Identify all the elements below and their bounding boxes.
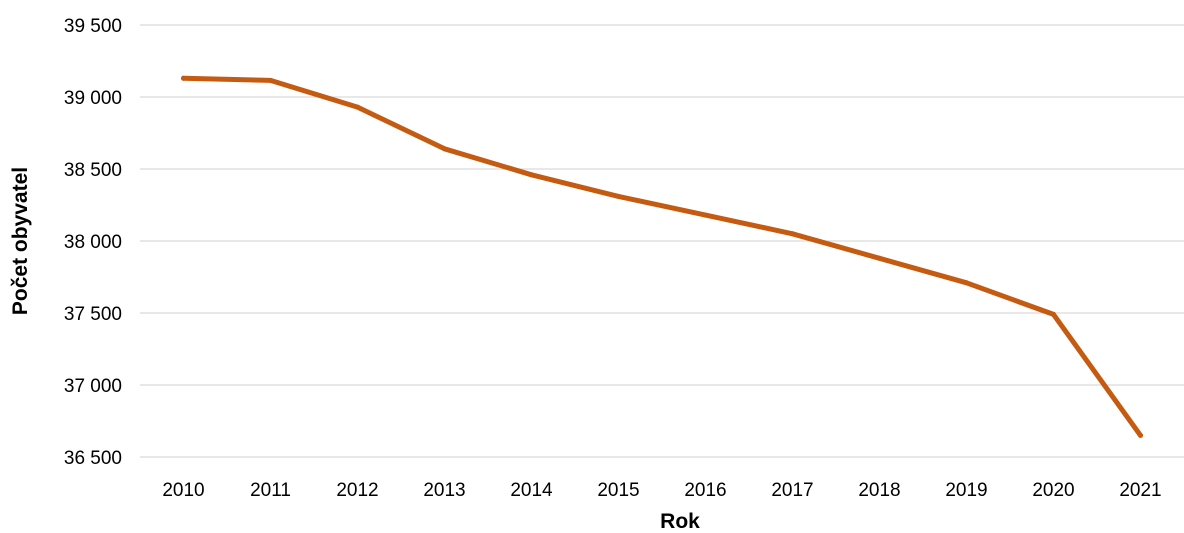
data-point bbox=[181, 75, 186, 81]
y-tick-label: 38 000 bbox=[64, 232, 122, 253]
data-point bbox=[790, 231, 795, 237]
data-point bbox=[616, 193, 621, 199]
x-tick-label: 2014 bbox=[510, 480, 553, 501]
series-line bbox=[181, 75, 1143, 438]
x-axis-tick-labels: 2010 2011 2012 2013 2014 2015 2016 2017 2018 2019… bbox=[162, 480, 1161, 501]
series-group bbox=[181, 75, 1143, 438]
y-tick-label: 39 000 bbox=[64, 88, 122, 109]
x-tick-label: 2015 bbox=[597, 480, 639, 501]
gridlines bbox=[140, 24, 1184, 458]
x-tick-label: 2013 bbox=[423, 480, 465, 501]
data-point bbox=[1138, 432, 1143, 438]
x-tick-label: 2010 bbox=[162, 480, 204, 501]
y-tick-label: 37 500 bbox=[64, 304, 122, 325]
y-tick-label: 39 500 bbox=[64, 16, 122, 37]
data-point bbox=[1051, 311, 1056, 317]
data-point bbox=[442, 146, 447, 152]
data-point bbox=[703, 212, 708, 218]
data-point bbox=[964, 280, 969, 286]
x-tick-label: 2011 bbox=[250, 480, 291, 501]
data-point bbox=[877, 255, 882, 261]
y-axis-tick-labels: 36 500 37 000 37 500 38 000 38 500 39 000 39 5… bbox=[64, 16, 122, 469]
y-tick-label: 38 500 bbox=[64, 160, 122, 181]
data-point bbox=[355, 104, 360, 110]
x-tick-label: 2021 bbox=[1119, 480, 1161, 501]
x-tick-label: 2019 bbox=[945, 480, 987, 501]
data-point bbox=[529, 172, 534, 178]
y-tick-label: 37 000 bbox=[64, 376, 122, 397]
x-tick-label: 2016 bbox=[684, 480, 726, 501]
x-tick-label: 2018 bbox=[858, 480, 900, 501]
x-tick-label: 2020 bbox=[1032, 480, 1074, 501]
x-axis-title: Rok bbox=[660, 510, 700, 533]
x-tick-label: 2012 bbox=[336, 480, 378, 501]
y-tick-label: 36 500 bbox=[64, 448, 122, 469]
x-tick-label: 2017 bbox=[771, 480, 813, 501]
data-point bbox=[268, 77, 273, 83]
y-axis-title: Počet obyvatel bbox=[9, 167, 32, 315]
